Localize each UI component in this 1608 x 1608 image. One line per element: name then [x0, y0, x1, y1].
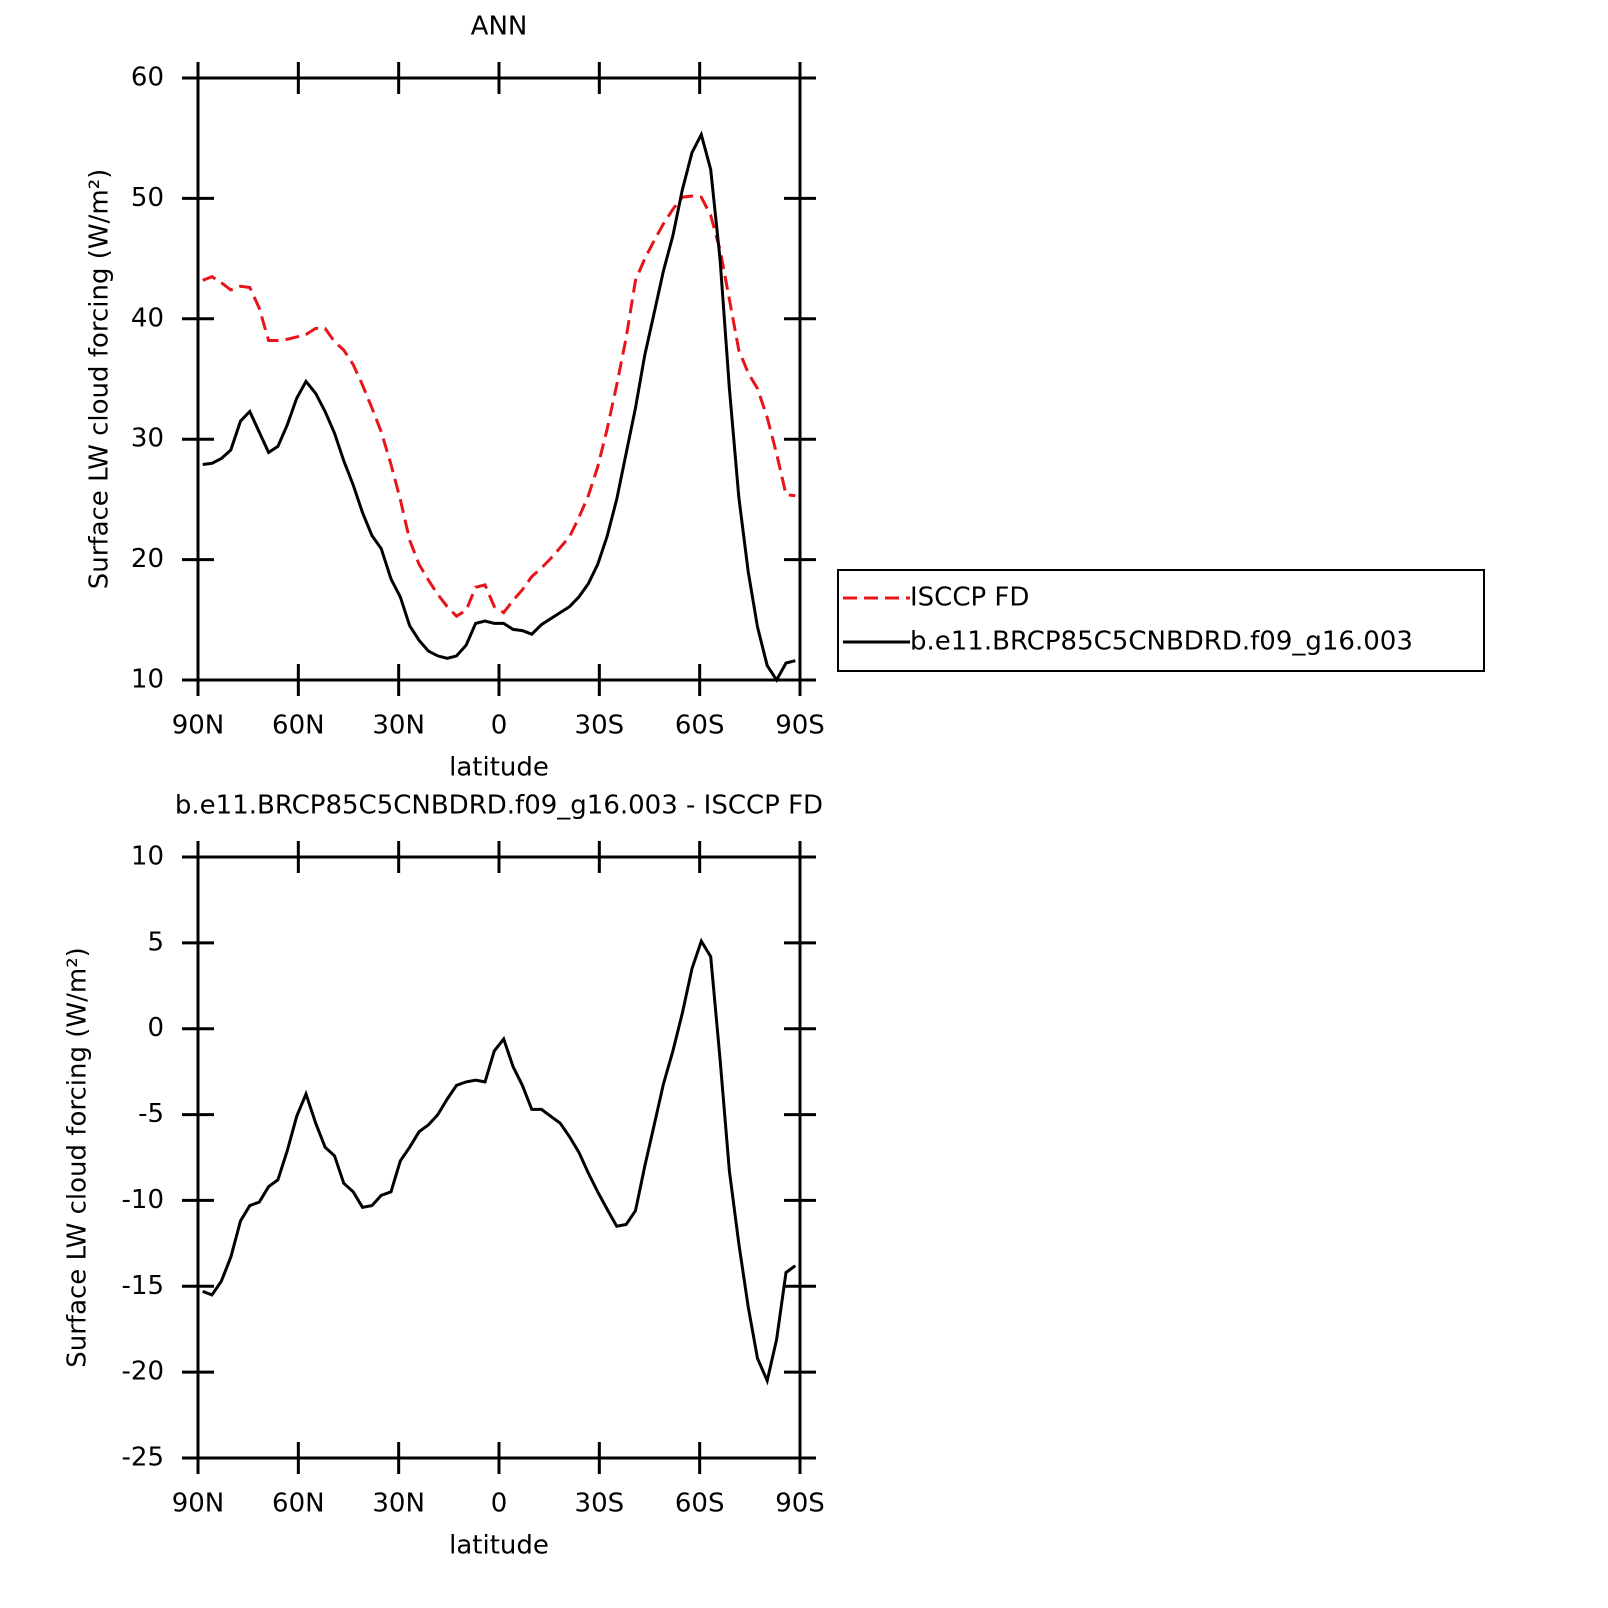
y-axis-label: Surface LW cloud forcing (W/m²) [63, 947, 93, 1368]
x-tick-label: 60S [675, 711, 725, 741]
y-axis-label: Surface LW cloud forcing (W/m²) [85, 169, 115, 590]
y-tick-label: 10 [131, 842, 164, 872]
y-tick-label: -25 [122, 1443, 164, 1473]
plot-frame [196, 855, 802, 1460]
y-tick-label: -10 [122, 1185, 164, 1215]
y-tick-label: -5 [138, 1099, 164, 1129]
data-line [202, 937, 797, 1386]
x-tick-label: 90N [172, 1489, 225, 1519]
legend-label: b.e11.BRCP85C5CNBDRD.f09_g16.003 [910, 627, 1413, 657]
x-tick-label: 90S [775, 1489, 825, 1519]
x-tick-label: 30S [575, 1489, 625, 1519]
x-tick-label: 30N [372, 711, 425, 741]
x-tick-label: 60S [675, 1489, 725, 1519]
legend-label: ISCCP FD [910, 583, 1029, 613]
x-tick-label: 0 [491, 711, 508, 741]
x-tick-label: 90S [775, 711, 825, 741]
y-tick-label: 5 [147, 927, 164, 957]
x-tick-label: 60N [272, 1489, 325, 1519]
y-tick-label: -15 [122, 1271, 164, 1301]
y-tick-label: 50 [131, 183, 164, 213]
y-tick-label: 40 [131, 303, 164, 333]
x-axis-label: latitude [449, 1531, 549, 1561]
x-tick-label: 30N [372, 1489, 425, 1519]
x-tick-label: 60N [272, 711, 325, 741]
y-tick-label: 10 [131, 665, 164, 695]
data-line [202, 130, 796, 683]
x-tick-label: 90N [172, 711, 225, 741]
legend-box [837, 569, 1485, 672]
x-tick-label: 30S [575, 711, 625, 741]
chart-title: b.e11.BRCP85C5CNBDRD.f09_g16.003 - ISCCP… [175, 791, 823, 821]
chart-title: ANN [471, 12, 528, 42]
y-tick-label: 20 [131, 544, 164, 574]
y-tick-label: 0 [147, 1013, 164, 1043]
y-tick-label: -20 [122, 1357, 164, 1387]
x-axis-label: latitude [449, 753, 549, 783]
data-line [202, 194, 796, 619]
y-tick-label: 30 [131, 424, 164, 454]
x-tick-label: 0 [491, 1489, 508, 1519]
y-tick-label: 60 [131, 63, 164, 93]
